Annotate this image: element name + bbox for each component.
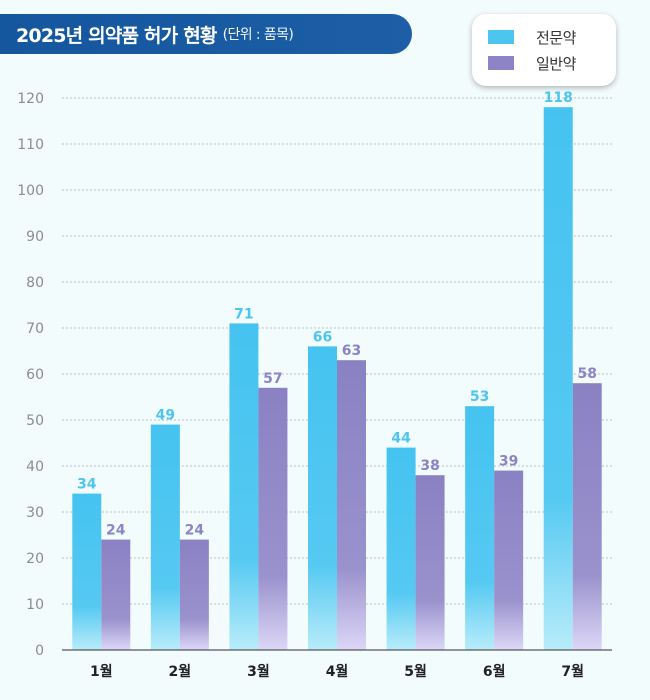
value-label-otc: 58 [577, 366, 596, 382]
legend-label-prescription: 전문약 [536, 28, 576, 47]
value-label-prescription: 34 [77, 477, 97, 493]
y-tick-label: 20 [26, 551, 44, 567]
value-label-prescription: 53 [470, 389, 489, 405]
y-tick-label: 50 [26, 413, 44, 429]
legend-item-otc: 일반약 [488, 50, 616, 76]
bars [72, 107, 602, 650]
value-label-otc: 39 [499, 454, 518, 470]
legend-item-prescription: 전문약 [488, 24, 616, 50]
bar-otc [337, 360, 366, 650]
y-tick-label: 60 [26, 367, 44, 383]
bar-prescription [308, 346, 337, 650]
value-label-prescription: 66 [313, 329, 332, 345]
bar-otc [572, 383, 602, 650]
bar-otc [101, 539, 131, 650]
bar-otc [258, 387, 288, 650]
bar-prescription [543, 107, 573, 650]
value-label-prescription: 49 [156, 408, 175, 424]
x-category-label: 4월 [326, 663, 349, 680]
value-label-otc: 57 [263, 371, 282, 387]
bar-otc [179, 539, 209, 650]
value-label-otc: 38 [420, 458, 439, 474]
x-category-label: 5월 [404, 663, 427, 680]
chart-title: 2025년 의약품 허가 현황 [16, 24, 217, 47]
bar-prescription [465, 406, 495, 650]
chart-title-banner: 2025년 의약품 허가 현황 (단위 : 품목) [0, 14, 412, 54]
bar-prescription [150, 424, 180, 650]
x-category-label: 2월 [169, 663, 192, 680]
bar-otc [415, 475, 445, 650]
y-tick-label: 40 [26, 459, 44, 475]
value-label-prescription: 71 [234, 306, 253, 322]
y-tick-label: 120 [17, 91, 44, 107]
bar-otc [494, 470, 524, 650]
y-axis-ticks: 0 10 20 30 40 50 60 70 80 90 100 110 120 [17, 91, 44, 659]
x-category-label: 1월 [90, 663, 113, 680]
x-category-label: 6월 [483, 663, 506, 680]
y-tick-label: 80 [26, 275, 44, 291]
chart-unit-note: (단위 : 품목) [222, 27, 294, 43]
chart-legend: 전문약 일반약 [472, 14, 616, 86]
y-tick-label: 90 [26, 229, 44, 245]
legend-swatch-prescription [488, 30, 514, 44]
y-tick-label: 0 [35, 643, 44, 659]
value-label-otc: 24 [185, 523, 205, 539]
value-label-prescription: 118 [544, 90, 573, 106]
y-tick-label: 30 [26, 505, 44, 521]
x-category-label: 7월 [561, 663, 584, 680]
bar-prescription [229, 323, 259, 650]
y-tick-label: 110 [17, 137, 44, 153]
value-label-otc: 63 [342, 343, 361, 359]
value-label-otc: 24 [106, 523, 126, 539]
y-tick-label: 100 [17, 183, 44, 199]
bar-prescription [386, 447, 416, 650]
x-axis-categories: 1월 2월 3월 4월 5월 6월 7월 [90, 663, 584, 680]
x-category-label: 3월 [247, 663, 270, 680]
y-tick-label: 70 [26, 321, 44, 337]
legend-label-otc: 일반약 [536, 54, 576, 73]
value-label-prescription: 44 [391, 431, 411, 447]
bar-prescription [72, 493, 102, 650]
y-tick-label: 10 [26, 597, 44, 613]
legend-swatch-otc [488, 56, 514, 70]
value-labels: 34 24 49 24 71 57 66 63 44 38 53 39 118 58 [77, 90, 597, 538]
